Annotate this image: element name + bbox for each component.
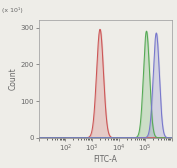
- X-axis label: FITC-A: FITC-A: [93, 155, 117, 164]
- Y-axis label: Count: Count: [9, 68, 18, 90]
- Text: (x 10¹): (x 10¹): [2, 7, 22, 13]
